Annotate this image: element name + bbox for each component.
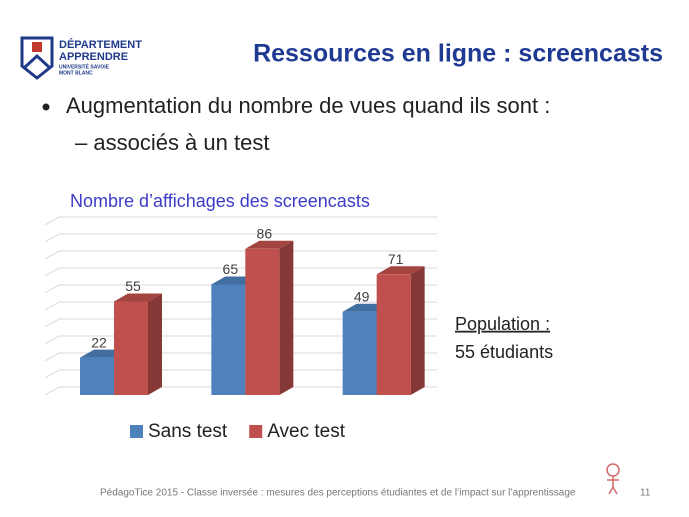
grid-line	[44, 352, 437, 362]
grid-line	[44, 267, 437, 277]
legend-label: Avec test	[267, 421, 346, 442]
page-number: 11	[640, 488, 651, 499]
bar-top	[114, 293, 162, 302]
bar	[342, 311, 377, 395]
character-icon	[606, 463, 620, 495]
logo-text: MONT BLANC	[59, 70, 93, 76]
value-label: 71	[388, 251, 404, 267]
bar	[80, 357, 114, 395]
bar-top	[376, 266, 425, 275]
bar	[376, 274, 411, 395]
logo-cross	[32, 42, 42, 52]
value-label: 55	[125, 278, 141, 294]
bar	[245, 248, 280, 395]
bar	[114, 301, 148, 395]
grid-line	[44, 318, 437, 328]
logo: DÉPARTEMENT APPRENDRE UNIVERSITÉ SAVOIE …	[20, 36, 142, 80]
sub-bullet: – associés à un test	[75, 130, 269, 155]
logo-shield	[20, 36, 54, 80]
legend-swatch	[249, 425, 263, 438]
legend-label: Sans test	[148, 421, 228, 442]
chart-title: Nombre d’affichages des screencasts	[70, 191, 370, 211]
value-label: 86	[257, 226, 273, 242]
note: Population :	[455, 314, 550, 334]
bullet-dot	[42, 103, 50, 111]
value-label: 49	[354, 288, 370, 304]
slide-title: Ressources en ligne : screencasts	[253, 40, 663, 68]
grid-line	[44, 301, 437, 311]
bar-side	[410, 266, 425, 395]
grid-line	[44, 369, 437, 379]
bar-side	[148, 293, 162, 395]
bar-top	[245, 240, 294, 249]
grid-line	[44, 216, 437, 226]
bar-side	[279, 240, 294, 395]
logo-text: APPRENDRE	[59, 51, 128, 63]
legend-swatch	[130, 425, 143, 438]
value-label: 22	[91, 334, 107, 350]
logo-mountain	[22, 53, 52, 70]
bar	[211, 284, 246, 395]
grid-line	[44, 335, 437, 345]
grid-line	[44, 386, 437, 396]
footer: PédagoTice 2015 - Classe inversée : mesu…	[100, 488, 576, 499]
logo-text: DÉPARTEMENT	[59, 38, 142, 51]
grid-line	[44, 233, 437, 243]
logo-text: UNIVERSITÉ SAVOIE	[59, 62, 110, 70]
bullet: Augmentation du nombre de vues quand ils…	[66, 93, 550, 118]
grid-line	[44, 250, 437, 260]
note: 55 étudiants	[455, 342, 553, 362]
grid-line	[44, 284, 437, 294]
value-label: 65	[223, 261, 239, 277]
